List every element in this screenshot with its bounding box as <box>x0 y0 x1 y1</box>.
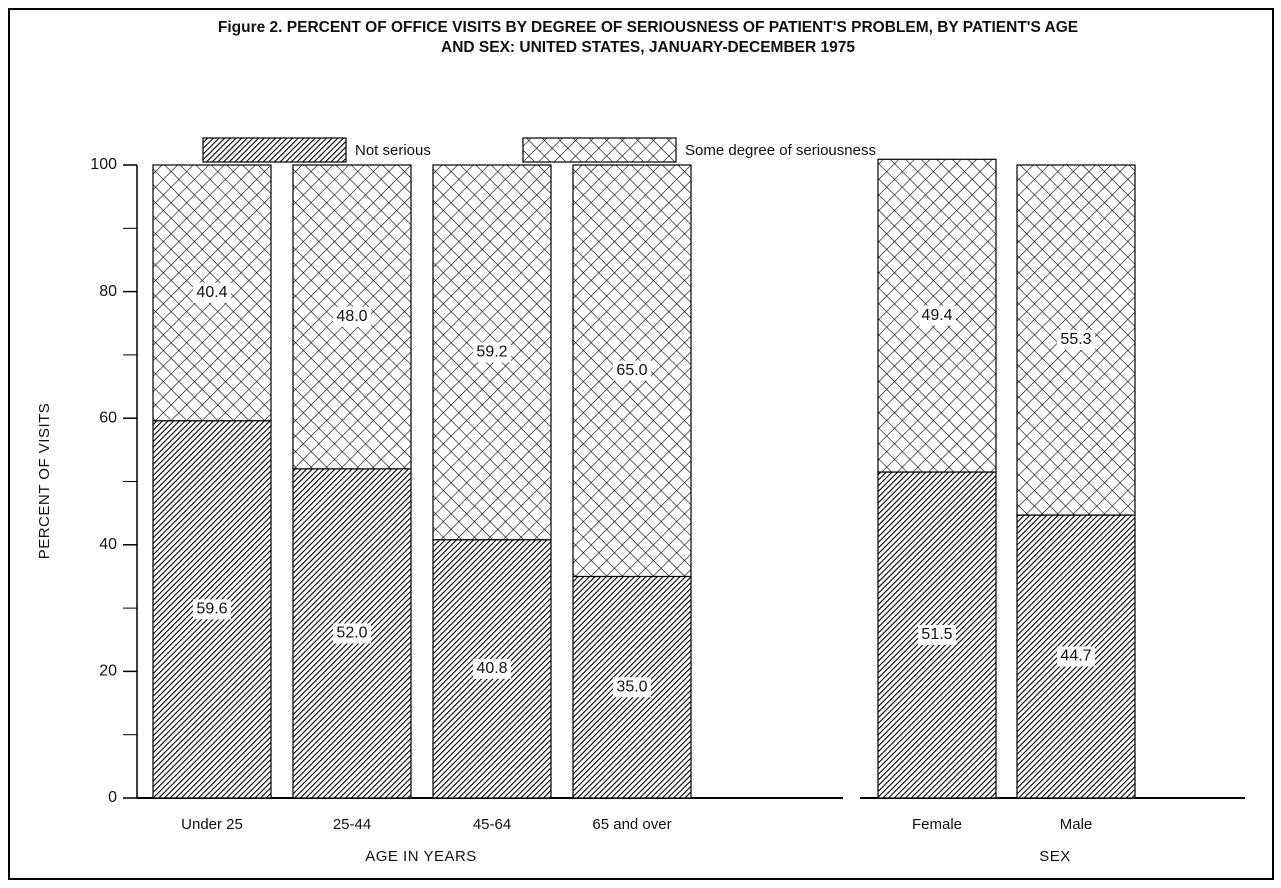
y-tick-label: 60 <box>99 409 117 426</box>
x-axis-label: AGE IN YEARS <box>365 848 477 865</box>
value-label-bg <box>613 677 651 698</box>
chart-title: Figure 2. PERCENT OF OFFICE VISITS BY DE… <box>218 19 1078 36</box>
value-label-bg <box>918 305 956 326</box>
value-label-bg <box>193 599 231 620</box>
chart-title: AND SEX: UNITED STATES, JANUARY-DECEMBER… <box>441 39 855 56</box>
value-label: 44.7 <box>1060 648 1091 665</box>
legend-label: Not serious <box>355 142 431 159</box>
value-label: 59.6 <box>196 601 227 618</box>
x-tick-label: 45-64 <box>473 816 511 833</box>
bar-segment <box>572 164 692 578</box>
y-tick-label: 80 <box>99 283 117 300</box>
x-tick-label: Male <box>1060 816 1093 833</box>
value-label-bg <box>193 282 231 303</box>
y-tick-label: 20 <box>99 663 117 680</box>
value-label: 35.0 <box>616 678 647 695</box>
value-label: 65.0 <box>616 362 647 379</box>
value-label: 48.0 <box>336 308 367 325</box>
value-label-bg <box>333 623 371 644</box>
value-label-bg <box>333 306 371 327</box>
value-label: 49.4 <box>921 307 952 324</box>
x-axis-label: SEX <box>1039 848 1071 865</box>
x-tick-label: 25-44 <box>333 816 371 833</box>
value-label: 52.0 <box>336 625 367 642</box>
value-label: 59.2 <box>476 344 507 361</box>
bar-segment <box>292 468 412 799</box>
value-label: 51.5 <box>921 626 952 643</box>
x-tick-label: Female <box>912 816 962 833</box>
legend-label: Some degree of seriousness <box>685 142 876 159</box>
y-tick-label: 0 <box>108 789 117 806</box>
value-label-bg <box>1057 646 1095 667</box>
value-label-bg <box>473 658 511 679</box>
value-label: 40.4 <box>196 284 227 301</box>
legend-swatch <box>202 137 347 163</box>
value-label-bg <box>918 625 956 646</box>
x-tick-label: Under 25 <box>181 816 243 833</box>
y-tick-label: 100 <box>90 156 117 173</box>
y-tick-label: 40 <box>99 536 117 553</box>
value-label-bg <box>473 342 511 363</box>
y-axis-label: PERCENT OF VISITS <box>36 403 53 560</box>
frame <box>8 8 1274 880</box>
x-tick-label: 65 and over <box>592 816 671 833</box>
value-label: 55.3 <box>1060 331 1091 348</box>
value-label-bg <box>1057 330 1095 351</box>
value-label: 40.8 <box>476 660 507 677</box>
legend-swatch <box>522 137 677 163</box>
value-label-bg <box>613 360 651 381</box>
